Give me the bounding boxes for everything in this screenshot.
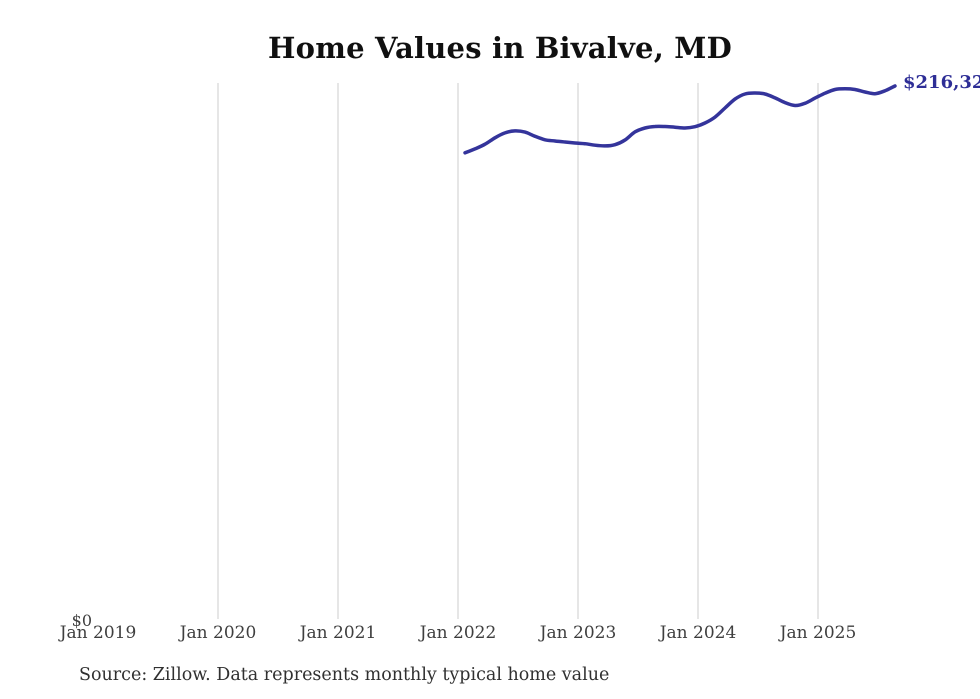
last-value-label: $216,329 [903, 72, 980, 93]
x-tick-label: Jan 2023 [539, 623, 617, 643]
x-tick-label: Jan 2021 [299, 623, 377, 643]
x-tick-label: Jan 2020 [179, 623, 257, 643]
series-line [463, 84, 897, 155]
y-axis-zero-label: $0 [71, 611, 92, 630]
x-tick-label: Jan 2019 [59, 623, 137, 643]
source-note: Source: Zillow. Data represents monthly … [79, 665, 610, 685]
x-tick-label: Jan 2024 [659, 623, 737, 643]
x-tick-label: Jan 2025 [779, 623, 857, 643]
chart-title: Home Values in Bivalve, MD [268, 31, 732, 65]
x-tick-label: Jan 2022 [419, 623, 497, 643]
